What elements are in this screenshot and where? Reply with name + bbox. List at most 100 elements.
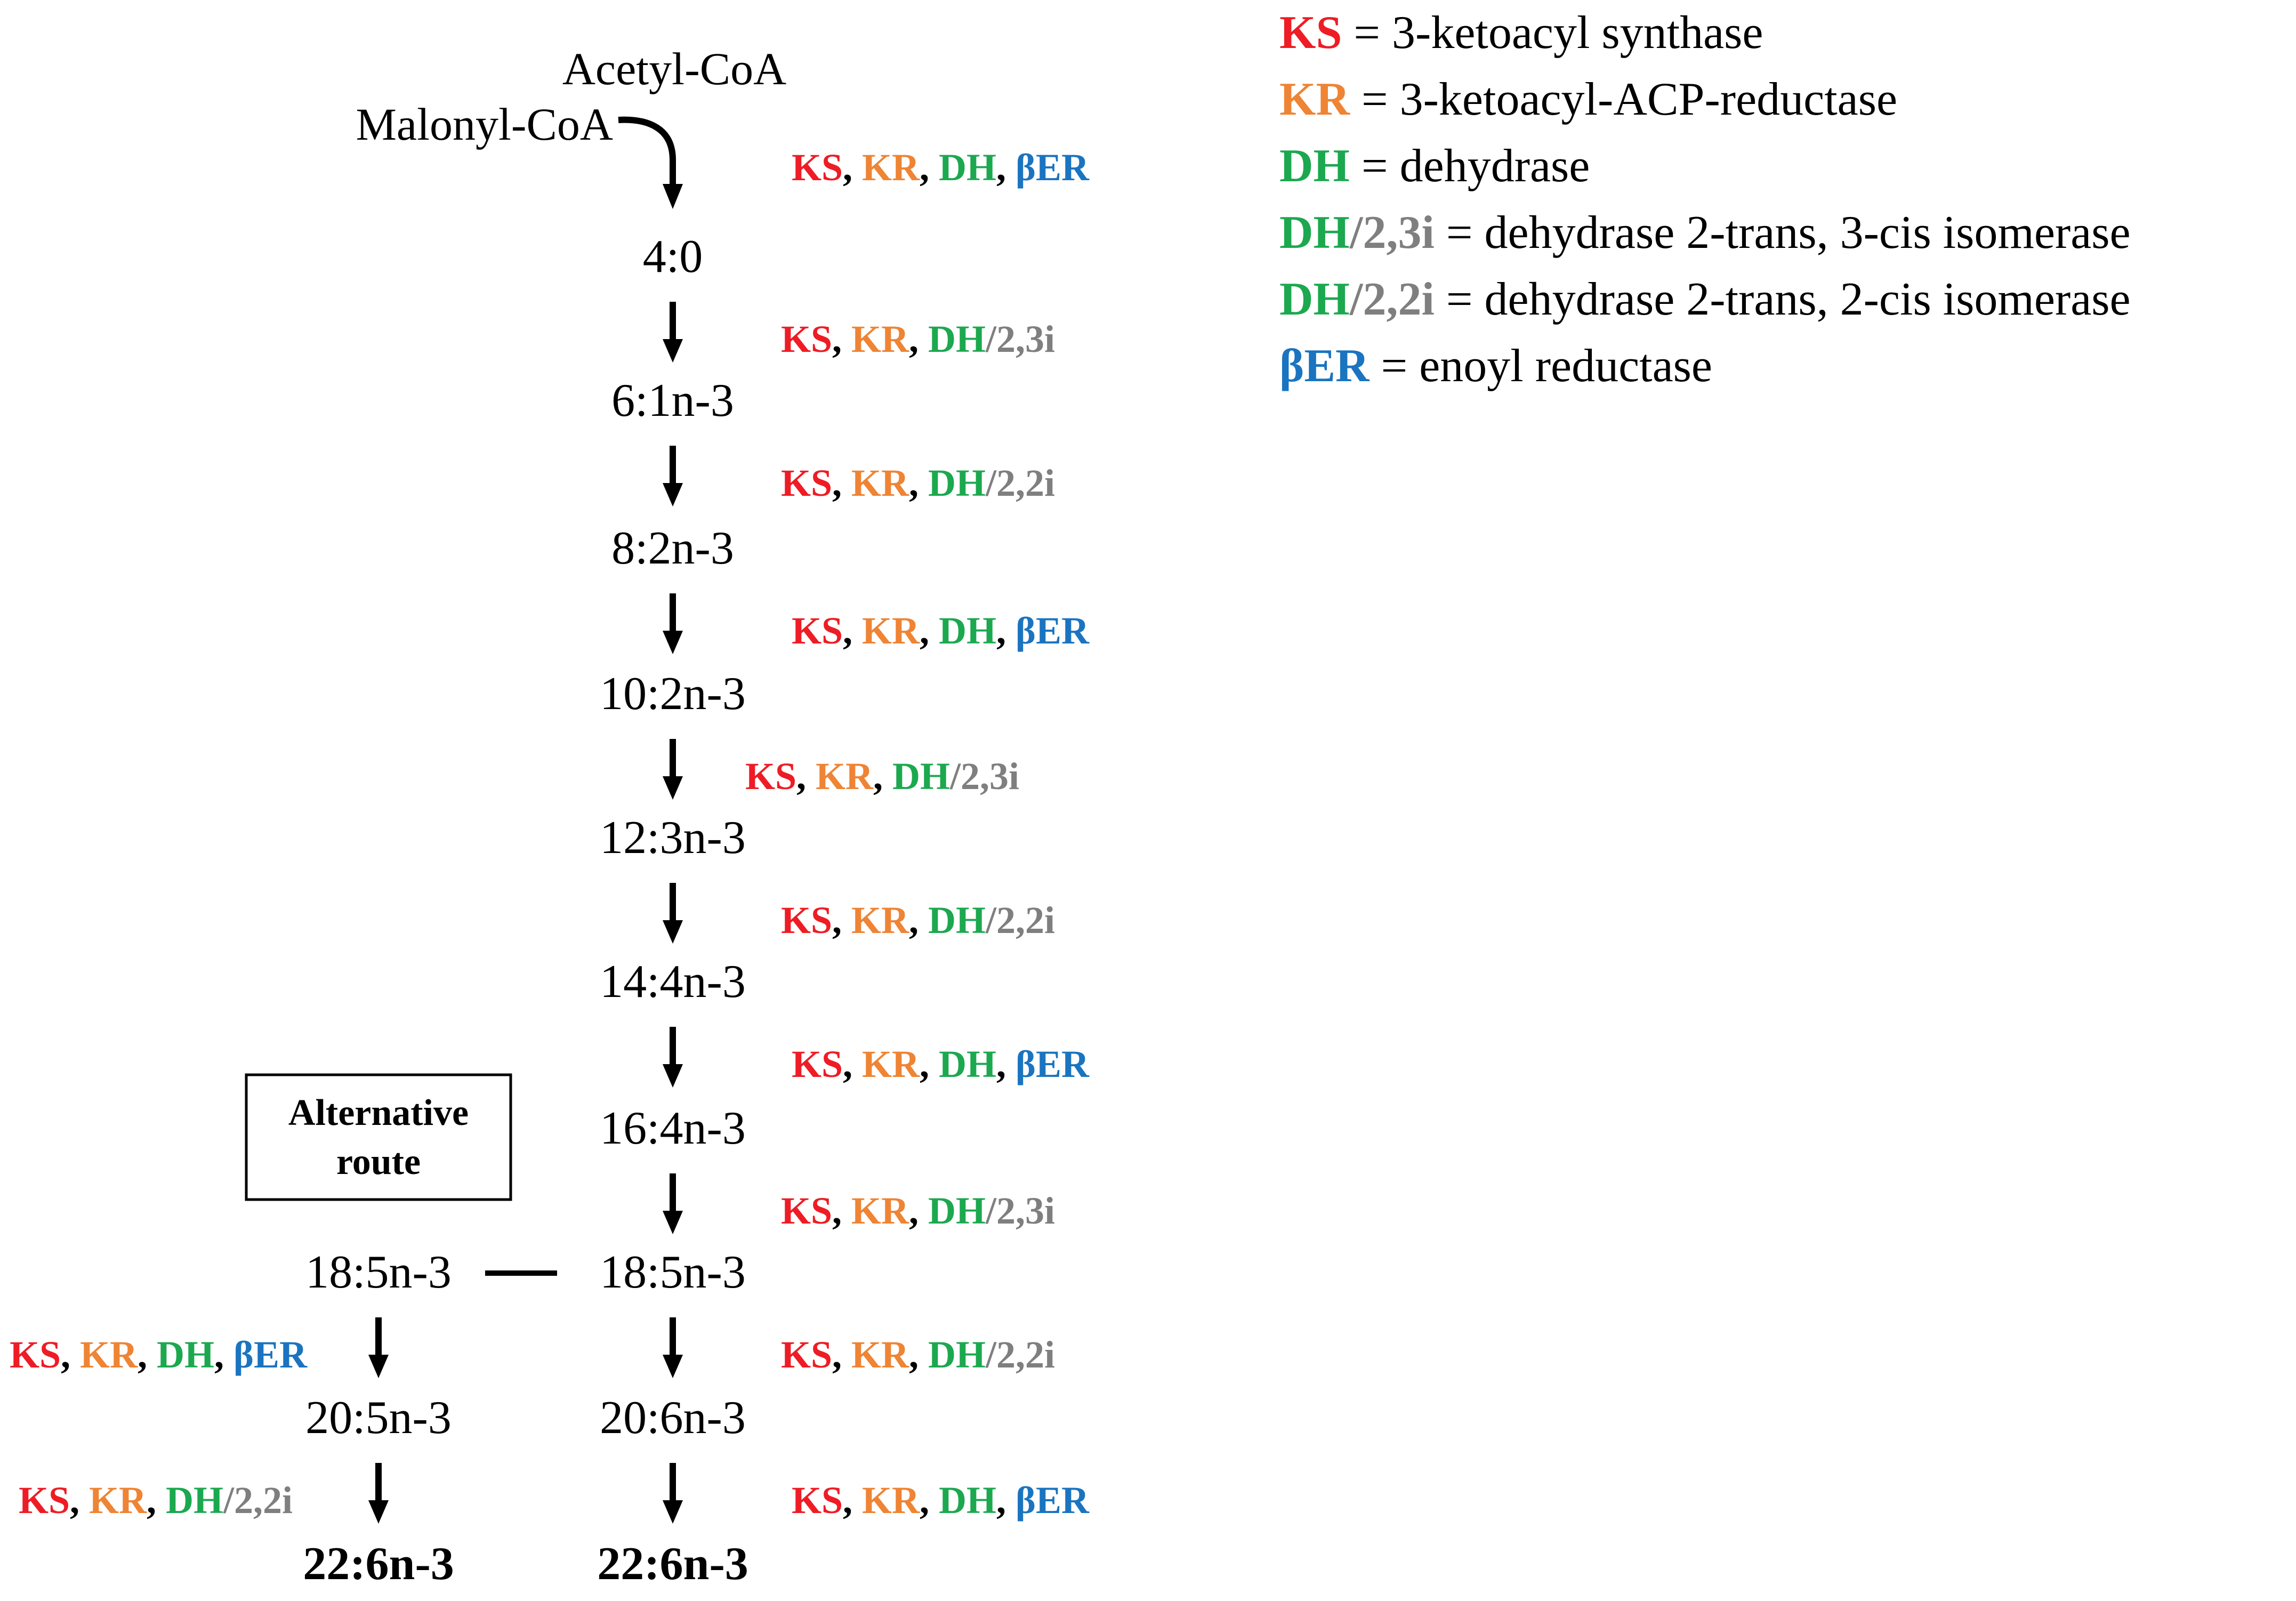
kr-label: KR bbox=[862, 1043, 920, 1085]
separator: , bbox=[920, 1043, 939, 1085]
kr-label: KR bbox=[851, 899, 909, 942]
separator: , bbox=[796, 755, 816, 798]
pathway-arrow bbox=[663, 883, 683, 944]
ks-label: KS bbox=[10, 1333, 61, 1376]
er-label: βER bbox=[233, 1333, 308, 1376]
legend-description: = 3-ketoacyl-ACP-reductase bbox=[1350, 74, 1897, 125]
isomerase-label: /2,3i bbox=[985, 318, 1055, 360]
legend-description: = 3-ketoacyl synthase bbox=[1342, 7, 1763, 59]
ks-label: KS bbox=[781, 462, 832, 504]
pathway-arrow bbox=[663, 446, 683, 506]
intermediate-node: 10:2n-3 bbox=[600, 668, 746, 720]
dh-label: DH bbox=[939, 1479, 996, 1522]
separator: , bbox=[843, 1043, 862, 1085]
pathway-arrow bbox=[663, 739, 683, 800]
separator: , bbox=[996, 1479, 1016, 1522]
enzyme-step-7: KS, KR, DH, βER bbox=[792, 1043, 1090, 1085]
isomerase-label: /2,2i bbox=[985, 899, 1055, 942]
condensation-arrow bbox=[618, 116, 676, 184]
enzyme-step-4: KS, KR, DH, βER bbox=[792, 609, 1090, 652]
separator: , bbox=[832, 318, 851, 360]
kr-label: KR bbox=[862, 146, 920, 189]
pathway-arrow bbox=[663, 302, 683, 363]
separator: , bbox=[147, 1479, 166, 1522]
separator: , bbox=[832, 899, 851, 942]
legend-key: DH bbox=[1279, 140, 1350, 192]
separator: , bbox=[832, 1189, 851, 1232]
intermediate-node: 14:4n-3 bbox=[600, 956, 746, 1008]
legend-entry: DH/2,3i = dehydrase 2-trans, 3-cis isome… bbox=[1279, 207, 2131, 259]
separator: , bbox=[996, 609, 1016, 652]
separator: , bbox=[843, 1479, 862, 1522]
legend-key: DH bbox=[1279, 207, 1350, 259]
ks-label: KS bbox=[781, 318, 832, 360]
legend-key: KS bbox=[1279, 7, 1342, 59]
pathway-arrow bbox=[663, 1027, 683, 1088]
ks-label: KS bbox=[19, 1479, 70, 1522]
legend-description: = dehydrase 2-trans, 3-cis isomerase bbox=[1435, 207, 2131, 259]
separator: , bbox=[909, 462, 928, 504]
ks-label: KS bbox=[781, 1189, 832, 1232]
ks-label: KS bbox=[781, 1333, 832, 1376]
alternative-route-box: Alternative route bbox=[245, 1073, 512, 1201]
intermediate-node: 6:1n-3 bbox=[611, 375, 734, 427]
dh-label: DH bbox=[928, 1333, 986, 1376]
kr-label: KR bbox=[816, 755, 874, 798]
alt-pathway-arrow bbox=[368, 1317, 389, 1378]
separator: , bbox=[843, 146, 862, 189]
dh-label: DH bbox=[928, 462, 986, 504]
separator: , bbox=[909, 1189, 928, 1232]
pathway-arrow bbox=[663, 593, 683, 654]
dh-label: DH bbox=[166, 1479, 223, 1522]
ks-label: KS bbox=[792, 1479, 843, 1522]
separator: , bbox=[138, 1333, 157, 1376]
isomerase-label: /2,2i bbox=[985, 462, 1055, 504]
intermediate-node: 16:4n-3 bbox=[600, 1103, 746, 1154]
dh-label: DH bbox=[928, 899, 986, 942]
dh-label: DH bbox=[892, 755, 950, 798]
alt-enzyme-step-2: KS, KR, DH/2,2i bbox=[19, 1479, 293, 1522]
main-pathway: KS, KR, DH, βER 4:0 KS, KR, DH/2,3i 6:1n-3 K… bbox=[597, 146, 1090, 1590]
separator: , bbox=[909, 318, 928, 360]
kr-label: KR bbox=[862, 609, 920, 652]
intermediate-node: 4:0 bbox=[643, 231, 703, 283]
pathway-arrow bbox=[663, 1463, 683, 1524]
kr-label: KR bbox=[851, 1333, 909, 1376]
kr-label: KR bbox=[862, 1479, 920, 1522]
pathway-arrow bbox=[663, 1173, 683, 1234]
enzyme-step-5: KS, KR, DH/2,3i bbox=[745, 755, 1019, 798]
legend-entry: KS = 3-ketoacyl synthase bbox=[1279, 7, 1763, 59]
enzyme-legend: KS = 3-ketoacyl synthase KR = 3-ketoacyl-… bbox=[1279, 7, 2131, 392]
kr-label: KR bbox=[851, 318, 909, 360]
legend-description: = dehydrase bbox=[1350, 140, 1590, 192]
enzyme-step-2: KS, KR, DH/2,3i bbox=[781, 318, 1055, 360]
alternative-route-label: route bbox=[336, 1141, 421, 1182]
ks-label: KS bbox=[792, 146, 843, 189]
er-label: βER bbox=[1016, 1043, 1090, 1085]
isomerase-label: /2,3i bbox=[949, 755, 1019, 798]
enzyme-step-9: KS, KR, DH/2,2i bbox=[781, 1333, 1055, 1376]
separator: , bbox=[70, 1479, 89, 1522]
dh-label: DH bbox=[939, 146, 996, 189]
kr-label: KR bbox=[89, 1479, 147, 1522]
kr-label: KR bbox=[851, 462, 909, 504]
separator: , bbox=[920, 146, 939, 189]
separator: , bbox=[61, 1333, 80, 1376]
legend-key: KR bbox=[1279, 74, 1350, 125]
legend-entry: DH = dehydrase bbox=[1279, 140, 1590, 192]
enzyme-step-3: KS, KR, DH/2,2i bbox=[781, 462, 1055, 504]
enzyme-step-10: KS, KR, DH, βER bbox=[792, 1479, 1090, 1522]
separator: , bbox=[920, 1479, 939, 1522]
dh-label: DH bbox=[157, 1333, 214, 1376]
er-label: βER bbox=[1016, 146, 1090, 189]
legend-entry: βER = enoyl reductase bbox=[1279, 340, 1712, 392]
condensation-arrow-head bbox=[663, 184, 683, 209]
ks-label: KS bbox=[792, 609, 843, 652]
pathway-arrow bbox=[663, 1317, 683, 1378]
separator: , bbox=[920, 609, 939, 652]
legend-entry: KR = 3-ketoacyl-ACP-reductase bbox=[1279, 74, 1897, 125]
separator: , bbox=[909, 899, 928, 942]
separator: , bbox=[843, 609, 862, 652]
alt-product-node: 22:6n-3 bbox=[303, 1538, 454, 1590]
